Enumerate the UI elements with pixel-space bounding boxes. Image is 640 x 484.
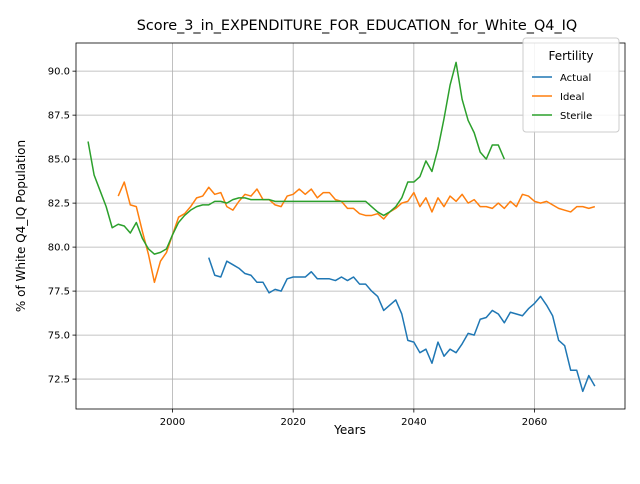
x-tick-label: 2000	[160, 417, 185, 428]
axis-ticks: 2000 2020 2040 2060 72.5 75.0 77.5 80.0 82.5 85.0…	[48, 67, 547, 428]
y-tick-label: 72.5	[48, 375, 70, 386]
y-axis-label: % of White Q4_IQ Population	[14, 140, 28, 312]
y-tick-label: 80.0	[48, 243, 70, 254]
legend-label-actual: Actual	[560, 73, 591, 84]
series-line-sterile	[87, 61, 506, 255]
legend-label-ideal: Ideal	[560, 92, 584, 103]
y-tick-label: 90.0	[48, 67, 70, 78]
chart-title: Score_3_in_EXPENDITURE_FOR_EDUCATION_for…	[137, 18, 577, 34]
y-tick-label: 75.0	[48, 331, 70, 342]
grid	[76, 43, 625, 409]
y-tick-label: 85.0	[48, 155, 70, 166]
series-lines	[87, 61, 596, 393]
y-tick-label: 87.5	[48, 111, 70, 122]
x-axis-label: Years	[333, 423, 366, 437]
x-tick-label: 2020	[280, 417, 305, 428]
legend: Fertility Actual Ideal Sterile	[522, 37, 620, 133]
legend-entries: Actual Ideal Sterile	[532, 73, 592, 122]
plot-frame	[75, 42, 626, 410]
x-tick-label: 2060	[522, 417, 547, 428]
series-line-actual	[208, 257, 596, 393]
y-tick-label: 82.5	[48, 199, 70, 210]
x-tick-label: 2040	[401, 417, 426, 428]
legend-box	[522, 37, 620, 133]
legend-label-sterile: Sterile	[560, 111, 592, 122]
series-line-ideal	[117, 181, 596, 284]
legend-title: Fertility	[548, 49, 593, 63]
y-tick-label: 77.5	[48, 287, 70, 298]
